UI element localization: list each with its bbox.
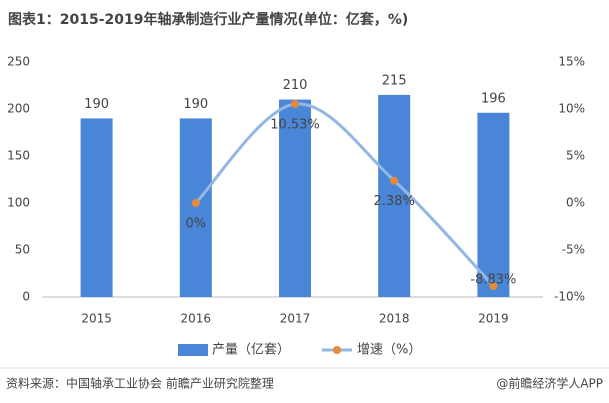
legend-label: 增速（%） [357,343,421,358]
bar-value-label: 196 [481,91,506,106]
source: 资料来源：中国轴承工业协会 前瞻产业研究院整理 [6,376,274,391]
bar-value-label: 190 [183,97,208,112]
y-tick-label: 200 [7,102,30,116]
bar [477,112,510,297]
y2-tick-label: -10% [554,290,585,304]
chart-title: 图表1：2015-2019年轴承制造行业产量情况(单位：亿套，%) [8,11,408,28]
bar [80,118,113,298]
y-tick-label: 250 [7,55,30,69]
x-tick-label: 2017 [280,312,311,326]
line-marker [390,176,399,185]
y-tick-label: 50 [15,243,30,257]
credit: @前瞻经济学人APP [496,376,603,391]
bar-value-label: 210 [283,78,308,93]
legend-label: 产量（亿套） [212,342,290,358]
y-tick-label: 150 [7,149,30,163]
legend-swatch [333,346,341,354]
bar [378,94,411,298]
legend-swatch [178,344,208,356]
y-tick-label: 100 [7,196,30,210]
y2-tick-label: -5% [562,243,585,257]
line-value-label: 10.53% [270,118,320,133]
bar-value-label: 190 [84,97,109,112]
y-tick-label: 0 [22,290,30,304]
y2-tick-label: 5% [566,149,585,163]
bar [179,118,212,298]
line-value-label: -8.83% [470,273,516,288]
y2-tick-label: 10% [558,102,585,116]
bar [279,99,311,297]
y2-tick-label: 0% [566,196,585,210]
x-tick-label: 2016 [181,312,212,326]
line-value-label: 2.38% [374,194,415,209]
line-marker [489,282,498,291]
x-tick-label: 2019 [478,312,509,326]
line-marker [191,199,200,207]
line-marker [291,100,299,109]
y2-tick-label: 15% [558,55,585,69]
bar-value-label: 215 [382,73,407,88]
x-tick-label: 2015 [81,312,112,326]
growth-line [194,102,495,288]
x-tick-label: 2018 [379,312,410,326]
line-value-label: 0% [185,217,206,232]
